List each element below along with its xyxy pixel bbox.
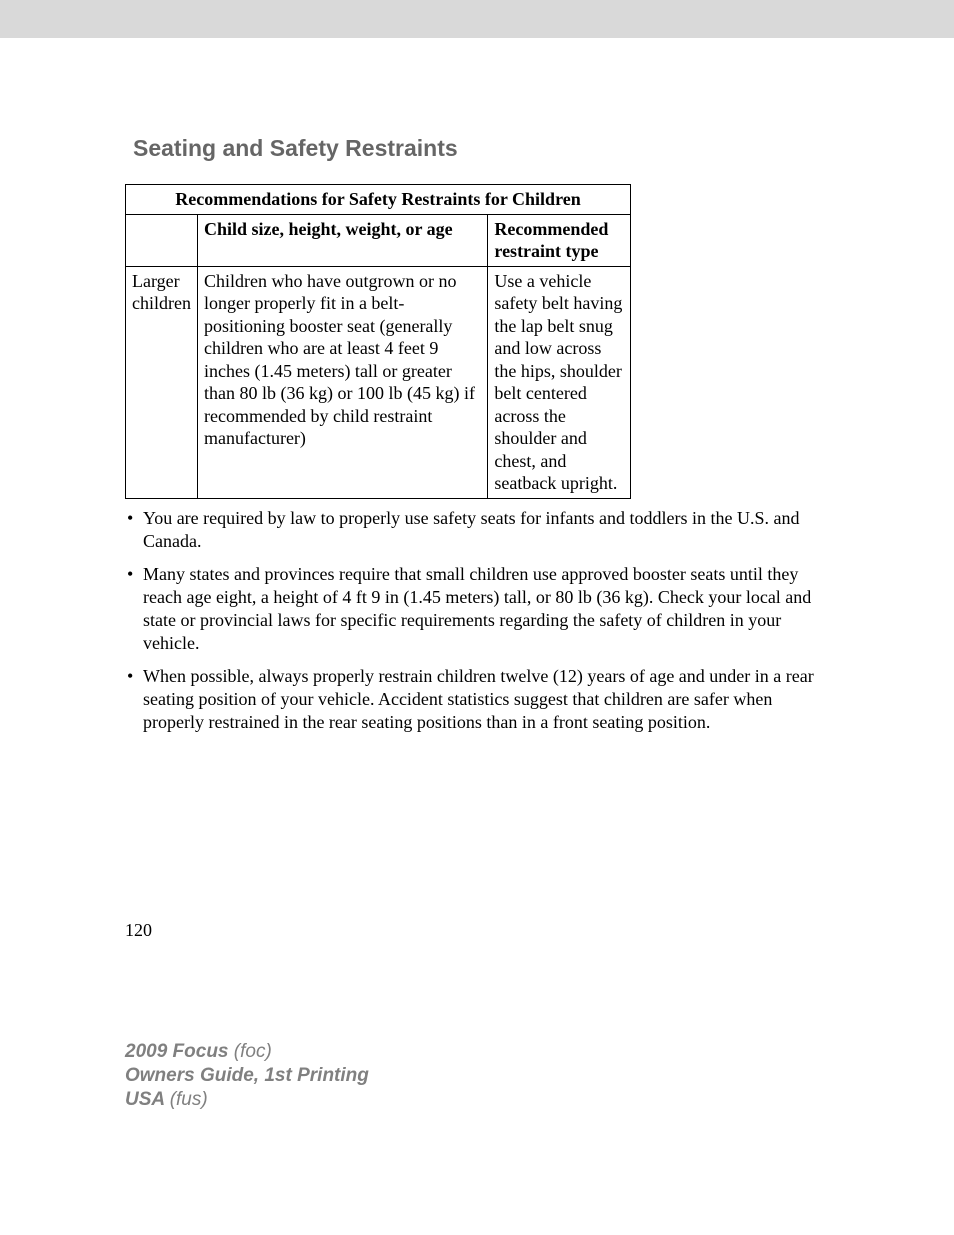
restraints-table: Recommendations for Safety Restraints fo…	[125, 184, 631, 499]
footer-line-1: 2009 Focus (foc)	[125, 1040, 369, 1064]
table-cell-size: Children who have outgrown or no longer …	[197, 266, 487, 498]
table-header-child-size: Child size, height, weight, or age	[197, 214, 487, 266]
table-row: Larger children Children who have outgro…	[126, 266, 631, 498]
section-title: Seating and Safety Restraints	[125, 135, 829, 170]
page-content: Seating and Safety Restraints Recommenda…	[125, 135, 829, 744]
table-title: Recommendations for Safety Restraints fo…	[126, 185, 631, 215]
bullet-item-2: Many states and provinces require that s…	[125, 563, 829, 655]
footer-model-code: (foc)	[234, 1041, 272, 1062]
footer-model: 2009 Focus	[125, 1041, 234, 1062]
table-cell-restraint: Use a vehicle safety belt having the lap…	[488, 266, 631, 498]
footer-region: USA	[125, 1089, 170, 1110]
table-header-recommended: Recommended restraint type	[488, 214, 631, 266]
table-header-empty	[126, 214, 198, 266]
table-cell-category: Larger children	[126, 266, 198, 498]
bullet-list: You are required by law to properly use …	[125, 507, 829, 734]
table-title-row: Recommendations for Safety Restraints fo…	[126, 185, 631, 215]
bullet-item-3: When possible, always properly restrain …	[125, 665, 829, 734]
footer-line-2: Owners Guide, 1st Printing	[125, 1064, 369, 1088]
footer-line-3: USA (fus)	[125, 1088, 369, 1112]
table-header-row: Child size, height, weight, or age Recom…	[126, 214, 631, 266]
page-number: 120	[125, 920, 152, 941]
bullet-item-1: You are required by law to properly use …	[125, 507, 829, 553]
footer-block: 2009 Focus (foc) Owners Guide, 1st Print…	[125, 1040, 369, 1111]
header-gray-bar	[0, 0, 954, 38]
footer-region-code: (fus)	[170, 1089, 208, 1110]
